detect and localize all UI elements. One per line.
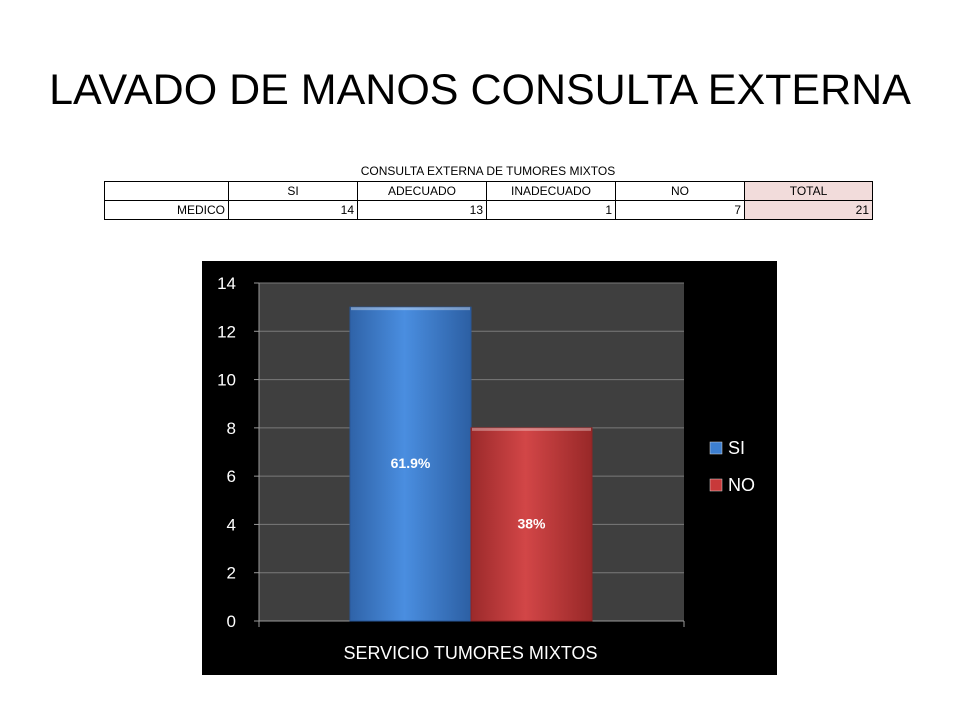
y-tick-label: 8	[227, 419, 236, 438]
legend-label-no: NO	[728, 475, 755, 495]
legend-label-si: SI	[728, 438, 745, 458]
bar-highlight-si	[351, 307, 470, 311]
bar-no	[470, 427, 593, 622]
header-cell-empty	[104, 181, 229, 201]
y-tick-label: 6	[227, 467, 236, 486]
y-tick-label: 12	[217, 322, 236, 341]
cell-inadecuado: 1	[486, 200, 616, 220]
header-cell-no: NO	[615, 181, 745, 201]
cell-total: 21	[744, 200, 873, 220]
header-cell-si: SI	[228, 181, 358, 201]
cell-adecuado: 13	[357, 200, 487, 220]
x-category-label: SERVICIO TUMORES MIXTOS	[343, 643, 597, 663]
cell-no: 7	[615, 200, 745, 220]
header-cell-total: TOTAL	[744, 181, 873, 201]
bar-si	[349, 306, 472, 622]
legend-swatch-si	[709, 441, 723, 455]
table-row: MEDICO 14 13 1 7 21	[104, 200, 873, 220]
y-tick-label: 14	[217, 274, 236, 293]
bar-highlight-no	[472, 427, 591, 431]
header-cell-adecuado: ADECUADO	[357, 181, 487, 201]
table-caption: CONSULTA EXTERNA DE TUMORES MIXTOS	[360, 164, 616, 178]
table-header-row: SI ADECUADO INADECUADO NO TOTAL	[104, 181, 873, 201]
bar-chart-svg: 61.9% 38% 0 2 4 6 8 10 12 14 SERVICIO TUMORES MIX…	[217, 274, 755, 663]
y-tick-label: 2	[227, 564, 236, 583]
y-tick-label: 10	[217, 371, 236, 390]
y-tick-label: 0	[227, 612, 236, 631]
legend-swatch-no	[709, 478, 723, 492]
y-tick-label: 4	[227, 515, 236, 534]
slide-title: LAVADO DE MANOS CONSULTA EXTERNA	[49, 66, 911, 114]
cell-si: 14	[228, 200, 358, 220]
bar-chart: 61.9% 38% 0 2 4 6 8 10 12 14 SERVICIO TUMORES MIX…	[202, 261, 777, 675]
data-table: SI ADECUADO INADECUADO NO TOTAL MEDICO 1…	[104, 181, 873, 220]
data-label-si: 61.9%	[391, 455, 431, 471]
header-cell-inadecuado: INADECUADO	[486, 181, 616, 201]
row-label-medico: MEDICO	[104, 200, 229, 220]
data-label-no: 38%	[517, 515, 546, 531]
